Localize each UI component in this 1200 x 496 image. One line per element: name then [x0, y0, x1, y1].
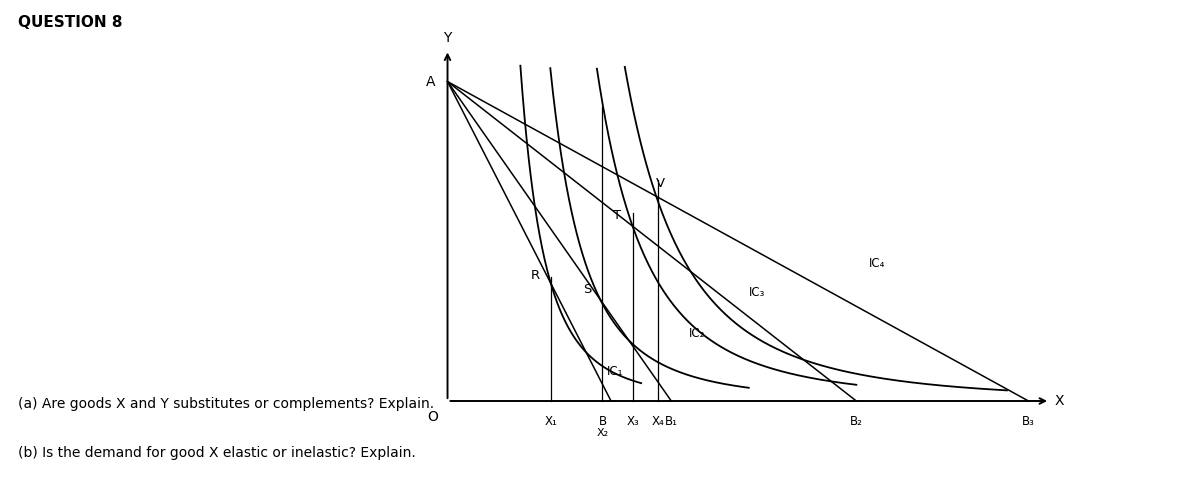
Text: IC₃: IC₃: [749, 286, 766, 299]
Text: QUESTION 8: QUESTION 8: [18, 15, 122, 30]
Text: (a) Are goods X and Y substitutes or complements? Explain.: (a) Are goods X and Y substitutes or com…: [18, 397, 434, 411]
Text: B₂: B₂: [850, 415, 863, 429]
Text: X₃: X₃: [626, 415, 638, 429]
Text: X₁: X₁: [545, 415, 557, 429]
Text: B₃: B₃: [1022, 415, 1034, 429]
Text: X₂: X₂: [596, 428, 608, 438]
Text: S: S: [583, 283, 592, 296]
Text: Y: Y: [443, 31, 451, 45]
Text: IC₄: IC₄: [869, 257, 886, 270]
Text: V: V: [656, 177, 665, 190]
Text: R: R: [532, 268, 540, 282]
Text: IC₂: IC₂: [689, 327, 704, 340]
Text: T: T: [613, 209, 622, 222]
Text: O: O: [427, 410, 438, 424]
Text: B₁: B₁: [665, 415, 678, 429]
Text: A: A: [426, 74, 436, 89]
Text: IC₁: IC₁: [607, 366, 623, 378]
Text: X₄: X₄: [652, 415, 665, 429]
Text: X: X: [1055, 394, 1064, 408]
Text: B: B: [599, 415, 606, 429]
Text: (b) Is the demand for good X elastic or inelastic? Explain.: (b) Is the demand for good X elastic or …: [18, 446, 415, 460]
